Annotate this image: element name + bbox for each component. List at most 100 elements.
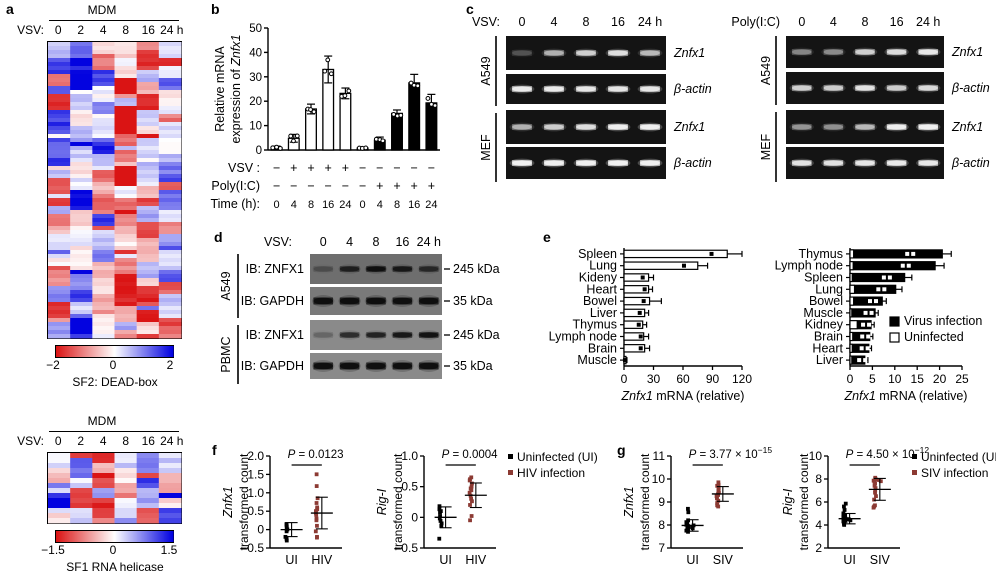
timepoint-label: 4 [99,23,107,37]
svg-text:−: − [393,161,400,175]
panel-a-heatmap2-title-rule [49,431,179,432]
svg-text:8: 8 [862,15,869,29]
svg-text:VSV :: VSV : [228,161,260,175]
svg-text:+: + [290,161,297,175]
panel-a-heatmap1-caption: SF2: DEAD-box [72,375,158,389]
scatter-group [681,506,704,534]
timepoint-label: 0 [54,23,62,37]
svg-text:0: 0 [621,372,628,386]
treatment-label: VSV: [472,15,500,29]
panel-d-blots: VSV: 0 4 8 16 24 h IB: ZNFX1 245 kDa IB: GAPDH 35… [210,228,500,403]
p-value-label: P = 0.0004 [442,449,499,461]
tissue-label: Liver [816,353,843,367]
svg-text:Poly(I:C): Poly(I:C) [211,179,260,193]
svg-text:8: 8 [308,199,314,211]
timepoint-label: 24 h [160,23,184,37]
timepoint-label: 4 [99,434,107,448]
panel-a-heatmap1-colorbar [55,345,174,358]
tissue-label: Brain [814,330,843,344]
svg-text:0: 0 [360,199,366,211]
svg-text:1.5: 1.5 [247,467,264,481]
tissue-label: Kidney [805,318,844,332]
svg-text:Relative mRNA: Relative mRNA [213,46,227,132]
svg-text:24 h: 24 h [417,235,441,249]
svg-text:30: 30 [647,372,661,386]
svg-text:11: 11 [653,449,666,463]
x-axis-label: Znfx1 mRNA (relative) [621,389,745,403]
panel-g-rigi-chart: 2 4 6 8 10 UI SIV P = 4.50 × 10−12 transformed c… [781,440,996,585]
svg-text:24 h: 24 h [916,15,940,29]
legend-label: Virus infection [904,314,982,328]
tissue-label: Brain [588,341,617,355]
panel-a-heatmap2-cb-tick-2: 1.5 [160,543,178,557]
svg-text:16: 16 [890,15,904,29]
tissue-label: Lung [815,282,843,296]
blot-target-label: Znfx1 [673,120,705,134]
svg-text:−0.5: −0.5 [240,541,264,555]
blot-target-label: β-actin [951,81,990,95]
svg-text:+: + [376,179,383,193]
blot-target-label: Znfx1 [673,46,705,60]
legend-label: SIV infection [921,466,988,480]
tissue-label: Spleen [578,247,617,261]
molecular-weight-label: 245 kDa [453,328,500,342]
svg-text:1.0: 1.0 [401,449,418,463]
panel-a-heatmap2-colorbar [55,530,174,543]
svg-text:UI: UI [285,553,298,567]
svg-text:+: + [411,179,418,193]
svg-text:−0.5: −0.5 [394,541,418,555]
svg-text:60: 60 [676,372,690,386]
legend-label: Uninfected (UI) [517,450,598,464]
tissue-label: Thymus [799,247,843,261]
panel-a-heatmap2-timepoints: 0 2 4 8 16 24 h [47,434,184,450]
bar [305,103,317,151]
p-value-label: P = 4.50 × 10−12 [846,445,930,461]
svg-text:15: 15 [911,372,925,386]
svg-text:−: − [273,161,280,175]
bar [373,136,386,151]
timepoint-label: 8 [122,434,130,448]
svg-text:−: − [273,179,280,193]
panel-a-heatmap2-cb-tick-0: −1.5 [41,543,65,557]
svg-text:5: 5 [869,372,876,386]
svg-text:−: − [359,161,366,175]
scatter-group [310,472,333,540]
y-axis-label: transformed count [391,453,405,550]
tissue-label: Lymph node [549,330,617,344]
svg-text:16: 16 [395,235,409,249]
svg-text:10: 10 [888,372,902,386]
tissue-label: Bowel [809,294,843,308]
panel-e-left-chart: 0 30 60 90 120 Spleen Lung Kideny Heart Bowel Live… [548,242,758,407]
timepoint-label: 0 [54,434,62,448]
svg-text:2.0: 2.0 [247,449,264,463]
panel-g-znfx1-chart: 7 8 9 10 11 UI SIV P = 3.77 × 10−15 transformed … [622,440,781,585]
svg-text:expression of Znfx1: expression of Znfx1 [229,34,243,143]
panel-a-heatmap2-cb-tick-1: 0 [109,543,117,557]
cell-line-label: MEF [479,134,493,161]
bar [339,87,352,151]
svg-text:10: 10 [652,472,666,486]
svg-text:0: 0 [274,199,280,211]
tissue-label: Heart [812,341,843,355]
svg-text:0: 0 [257,523,264,537]
panel-a-heatmap1-cb-tick-1: 0 [109,358,117,372]
svg-text:PBMC: PBMC [219,336,233,372]
svg-text:8: 8 [658,518,665,532]
panel-a-heatmap1-title: MDM [87,3,117,17]
svg-text:0: 0 [256,145,262,157]
svg-text:+: + [393,179,400,193]
ib-label: IB: GAPDH [241,359,304,373]
tissue-label: Muscle [803,306,843,320]
tissue-label: Muscle [577,353,617,367]
panel-c-left-gels: VSV: 0 4 8 16 24 h Znfx1 β-actin Znfx1 β-actin A54… [462,10,722,210]
panel-f-letter: f [212,442,217,458]
svg-text:120: 120 [732,372,752,386]
ib-label: IB: ZNFX1 [246,262,304,276]
svg-text:6: 6 [815,495,822,509]
svg-text:−: − [325,179,332,193]
legend-label: Uninfected (UI) [921,450,996,464]
gene-label: Znfx1 [221,486,235,518]
svg-text:25: 25 [955,372,969,386]
panel-a-heatmap1-cb-tick-0: −2 [46,358,60,372]
svg-text:UI: UI [439,553,452,567]
